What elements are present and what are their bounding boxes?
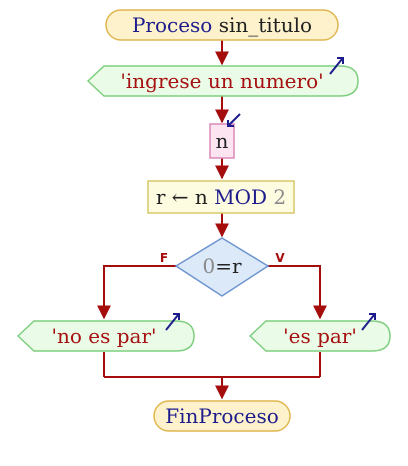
edge-decision-false — [97, 265, 176, 320]
start-keyword: Proceso — [132, 13, 212, 37]
output-arrow-icon — [329, 58, 343, 75]
assign-target: r — [156, 185, 166, 209]
connectors — [97, 40, 327, 400]
decision-true-label: V — [275, 251, 285, 265]
input-arrow-icon — [227, 113, 241, 127]
assign-num: 2 — [273, 185, 286, 209]
output-false-text: 'no es par' — [51, 324, 156, 348]
assign-op: MOD — [214, 185, 267, 209]
assign-expr-var: n — [195, 185, 208, 209]
output-prompt-text: 'ingrese un numero' — [120, 69, 323, 93]
decision-op: = — [215, 254, 232, 278]
input-arrow-head-icon — [227, 120, 234, 127]
assign-node[interactable]: r ← n MOD 2 — [147, 180, 295, 214]
end-node[interactable]: FinProceso — [153, 400, 291, 432]
output-false-node[interactable]: 'no es par' — [16, 313, 195, 352]
output-true-arrow-head-icon — [369, 313, 376, 320]
svg-text:Proceso sin_titulo: Proceso sin_titulo — [132, 13, 312, 37]
start-node[interactable]: Proceso sin_titulo — [105, 9, 339, 41]
input-node[interactable]: n — [209, 113, 241, 159]
output-false-arrow-head-icon — [173, 313, 180, 320]
output-true-text: 'es par' — [283, 324, 357, 348]
input-var-text: n — [216, 129, 229, 153]
edge-decision-true — [268, 265, 327, 320]
end-text: FinProceso — [165, 404, 279, 428]
start-name: sin_titulo — [219, 13, 312, 37]
decision-node[interactable]: 0=r F V — [160, 237, 285, 297]
output-false-arrow-icon — [165, 314, 179, 331]
output-arrow-head-icon — [337, 57, 344, 64]
svg-text:r ← n MOD 2: r ← n MOD 2 — [156, 185, 286, 209]
output-true-arrow-icon — [361, 314, 375, 331]
decision-right: r — [232, 254, 242, 278]
svg-text:0=r: 0=r — [202, 254, 242, 278]
output-prompt-node[interactable]: 'ingrese un numero' — [86, 57, 359, 97]
output-true-node[interactable]: 'es par' — [248, 313, 391, 352]
decision-false-label: F — [160, 251, 168, 265]
decision-left: 0 — [202, 254, 215, 278]
